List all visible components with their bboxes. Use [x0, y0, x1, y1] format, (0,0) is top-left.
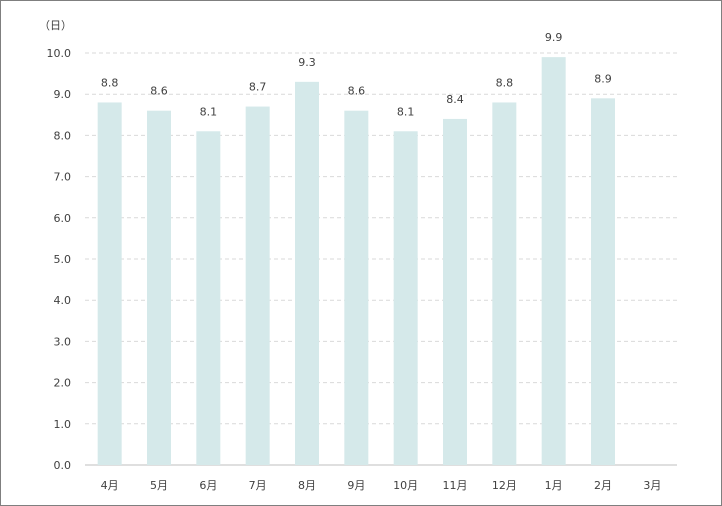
bar [541, 57, 566, 466]
x-tick-label: 6月 [199, 479, 217, 492]
y-tick-label: 8.0 [54, 129, 72, 142]
bar [245, 106, 270, 465]
x-tick-label: 5月 [150, 479, 168, 492]
x-tick-label: 12月 [492, 479, 517, 492]
value-label: 8.9 [594, 72, 612, 85]
value-label: 8.1 [397, 105, 415, 118]
bar [147, 110, 171, 466]
value-label: 8.4 [446, 93, 464, 106]
value-label: 8.1 [200, 105, 218, 118]
gridlines [85, 52, 677, 466]
x-tick-label: 7月 [249, 479, 267, 492]
bars [97, 57, 615, 466]
y-tick-label: 4.0 [54, 294, 72, 307]
x-tick-label: 8月 [298, 479, 316, 492]
y-tick-label: 6.0 [54, 212, 72, 225]
value-label: 8.7 [249, 81, 267, 94]
y-tick-label: 10.0 [47, 47, 72, 60]
y-tick-label: 3.0 [54, 335, 72, 348]
y-tick-labels: 0.0 1.0 2.0 3.0 4.0 5.0 6.0 7.0 8.0 9.0 10.0 [47, 47, 72, 472]
bar [393, 131, 418, 465]
bar [295, 81, 319, 465]
x-tick-labels: 4月 5月 6月 7月 8月 9月 10月 11月 12月 1月 2月 3月 [101, 479, 662, 492]
x-tick-label: 3月 [643, 479, 661, 492]
value-label: 9.3 [298, 56, 316, 69]
x-tick-label: 2月 [594, 479, 612, 492]
value-label: 8.8 [101, 76, 119, 89]
x-tick-label: 1月 [545, 479, 563, 492]
bar [591, 98, 615, 465]
bar [443, 118, 467, 466]
bar [344, 110, 369, 466]
x-tick-label: 4月 [101, 479, 119, 492]
y-tick-label: 5.0 [54, 253, 72, 266]
bar [492, 102, 517, 465]
value-label: 8.6 [150, 85, 168, 98]
bar [97, 102, 122, 465]
value-label: 9.9 [545, 31, 563, 44]
x-tick-label: 11月 [443, 479, 468, 492]
y-unit-label: （日） [39, 19, 72, 32]
value-label: 8.6 [348, 85, 366, 98]
value-label: 8.8 [496, 76, 514, 89]
y-tick-label: 1.0 [54, 418, 72, 431]
x-tick-label: 9月 [347, 479, 365, 492]
y-tick-label: 2.0 [54, 377, 72, 390]
value-labels: 8.8 8.6 8.1 8.7 9.3 8.6 8.1 8.4 8.8 9.9 8.9 [101, 31, 612, 118]
y-tick-label: 0.0 [54, 459, 72, 472]
y-tick-label: 9.0 [54, 88, 72, 101]
bar [196, 131, 221, 465]
y-tick-label: 7.0 [54, 171, 72, 184]
x-tick-label: 10月 [393, 479, 418, 492]
